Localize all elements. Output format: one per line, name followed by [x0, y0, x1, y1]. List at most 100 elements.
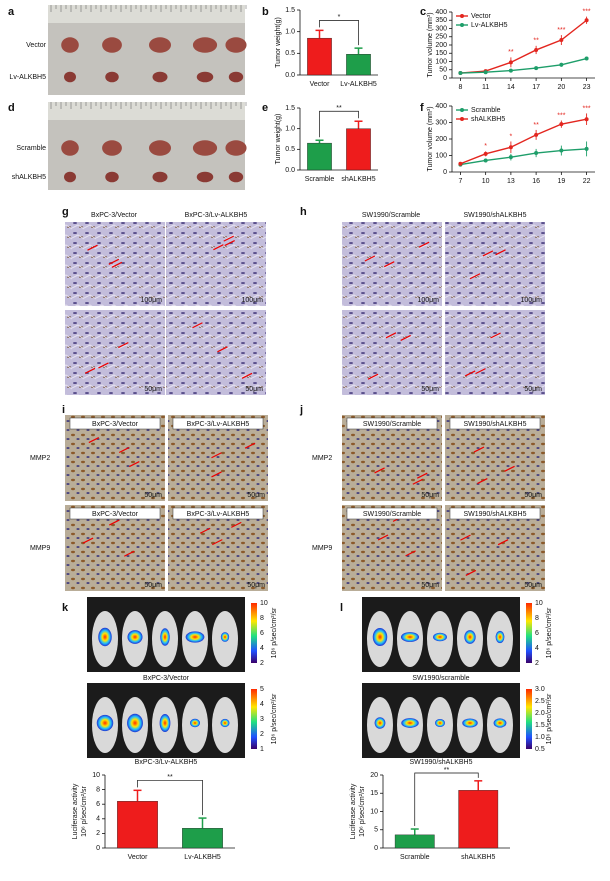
image-title: SW1990/shALKBH5	[463, 421, 526, 428]
y-tick-label: 10	[92, 772, 100, 779]
tumor	[152, 71, 168, 83]
y-axis-label: Luciferase activity	[72, 783, 79, 839]
marker	[559, 148, 564, 153]
x-tick-label: 7	[458, 178, 462, 185]
y-tick-label: 150	[435, 50, 447, 57]
legend-marker	[460, 23, 464, 27]
scale-label: 50μm	[144, 492, 162, 499]
legend-marker	[460, 117, 464, 121]
significance: ***	[557, 27, 565, 34]
marker	[559, 122, 564, 127]
arrow	[412, 478, 424, 485]
y-tick-label: 300	[435, 119, 447, 126]
y-tick-label: 20	[370, 772, 378, 779]
y-axis-label: Tumor weight(g)	[275, 114, 282, 165]
arrow	[98, 362, 109, 369]
colorbar-tick: 3.0	[535, 686, 545, 693]
tumor	[61, 140, 79, 156]
arrow	[477, 478, 488, 485]
y-tick-label: 300	[435, 25, 447, 32]
arrow	[224, 239, 235, 247]
image-caption: BxPC-3/Lv-ALKBH5	[135, 759, 198, 766]
significance-bracket	[319, 20, 359, 46]
colorbar	[251, 689, 257, 749]
colorbar-unit: 10⁶ p/sec/cm²/sr	[546, 607, 553, 658]
x-tick-label: 20	[557, 84, 565, 91]
colorbar-tick: 3	[260, 716, 264, 723]
tumor	[228, 71, 244, 83]
signal	[433, 632, 447, 642]
legend-marker	[460, 14, 464, 18]
colorbar-tick: 8	[535, 615, 539, 622]
y-tick-label: 100	[435, 58, 447, 65]
colorbar-tick: 1.0	[535, 734, 545, 741]
x-tick-label: 17	[532, 84, 540, 91]
ihc-image	[65, 310, 165, 395]
x-tick-label: Lv-ALKBH5	[340, 81, 377, 88]
colorbar	[251, 603, 257, 663]
arrow	[213, 244, 224, 251]
image-panels: 100μm 50μm 100μm 50μm 100μm 50μm 100μm 50μm 50μm…	[48, 5, 553, 758]
y-axis-label: Tumor volume (mm³)	[427, 12, 434, 77]
signal	[435, 718, 445, 728]
ihc-image	[65, 222, 165, 306]
y-axis-label: Tumor weight(g)	[275, 17, 282, 68]
y-axis-unit: 10⁶ p/sec/cm²/sr	[359, 785, 366, 836]
panel-letter: i	[62, 404, 65, 416]
x-tick-label: 14	[507, 84, 515, 91]
significance: *	[338, 14, 341, 21]
marker	[483, 158, 488, 163]
x-tick-label: 11	[482, 84, 489, 91]
row-label: Lv-ALKBH5	[9, 74, 46, 81]
arrow	[109, 519, 120, 526]
arrow	[469, 273, 481, 280]
y-tick-label: 2	[96, 830, 100, 837]
signal	[374, 717, 386, 729]
arrow	[364, 255, 376, 262]
arrow	[84, 367, 96, 374]
arrow	[211, 452, 222, 459]
arrow	[473, 446, 485, 453]
title-box	[69, 417, 161, 430]
x-tick-label: 16	[532, 178, 540, 185]
arrow	[465, 569, 477, 577]
bar	[458, 790, 499, 849]
colorbar-unit: 10⁶ p/sec/cm²/sr	[271, 693, 278, 744]
signal	[220, 632, 230, 642]
colorbar	[526, 689, 532, 749]
image-caption: SW1990/scramble	[412, 675, 469, 682]
colorbar-tick: 4	[535, 645, 539, 652]
colorbar	[526, 603, 532, 663]
significance: ***	[582, 105, 590, 112]
stain-label: MMP9	[30, 545, 50, 552]
arrow	[108, 258, 120, 265]
tumor	[149, 140, 171, 156]
bar	[307, 142, 332, 171]
image-title: BxPC-3/Lv-ALKBH5	[187, 511, 250, 518]
signal	[127, 713, 143, 733]
ihc-image	[342, 415, 442, 501]
y-tick-label: 200	[435, 136, 447, 143]
significance: ***	[582, 8, 590, 15]
x-tick-label: Lv-ALKBH5	[184, 854, 221, 861]
series-line	[460, 19, 588, 74]
marker	[483, 151, 488, 156]
bar	[307, 37, 332, 76]
y-axis-label: Luciferase activity	[350, 783, 357, 839]
signal	[159, 714, 171, 732]
arrow	[405, 550, 416, 557]
tumor	[228, 171, 244, 183]
significance: **	[444, 767, 450, 774]
ihc-image	[166, 310, 266, 395]
ihc-image	[342, 222, 442, 306]
colorbar-tick: 6	[535, 630, 539, 637]
signal	[189, 718, 201, 728]
ihc-image	[166, 222, 266, 306]
stain-label: MMP2	[312, 455, 332, 462]
arrow	[416, 472, 428, 479]
ihc-image	[168, 415, 268, 501]
signal	[127, 630, 143, 644]
arrow	[241, 372, 253, 379]
y-tick-label: 250	[435, 34, 447, 41]
y-tick-label: 50	[439, 67, 447, 74]
